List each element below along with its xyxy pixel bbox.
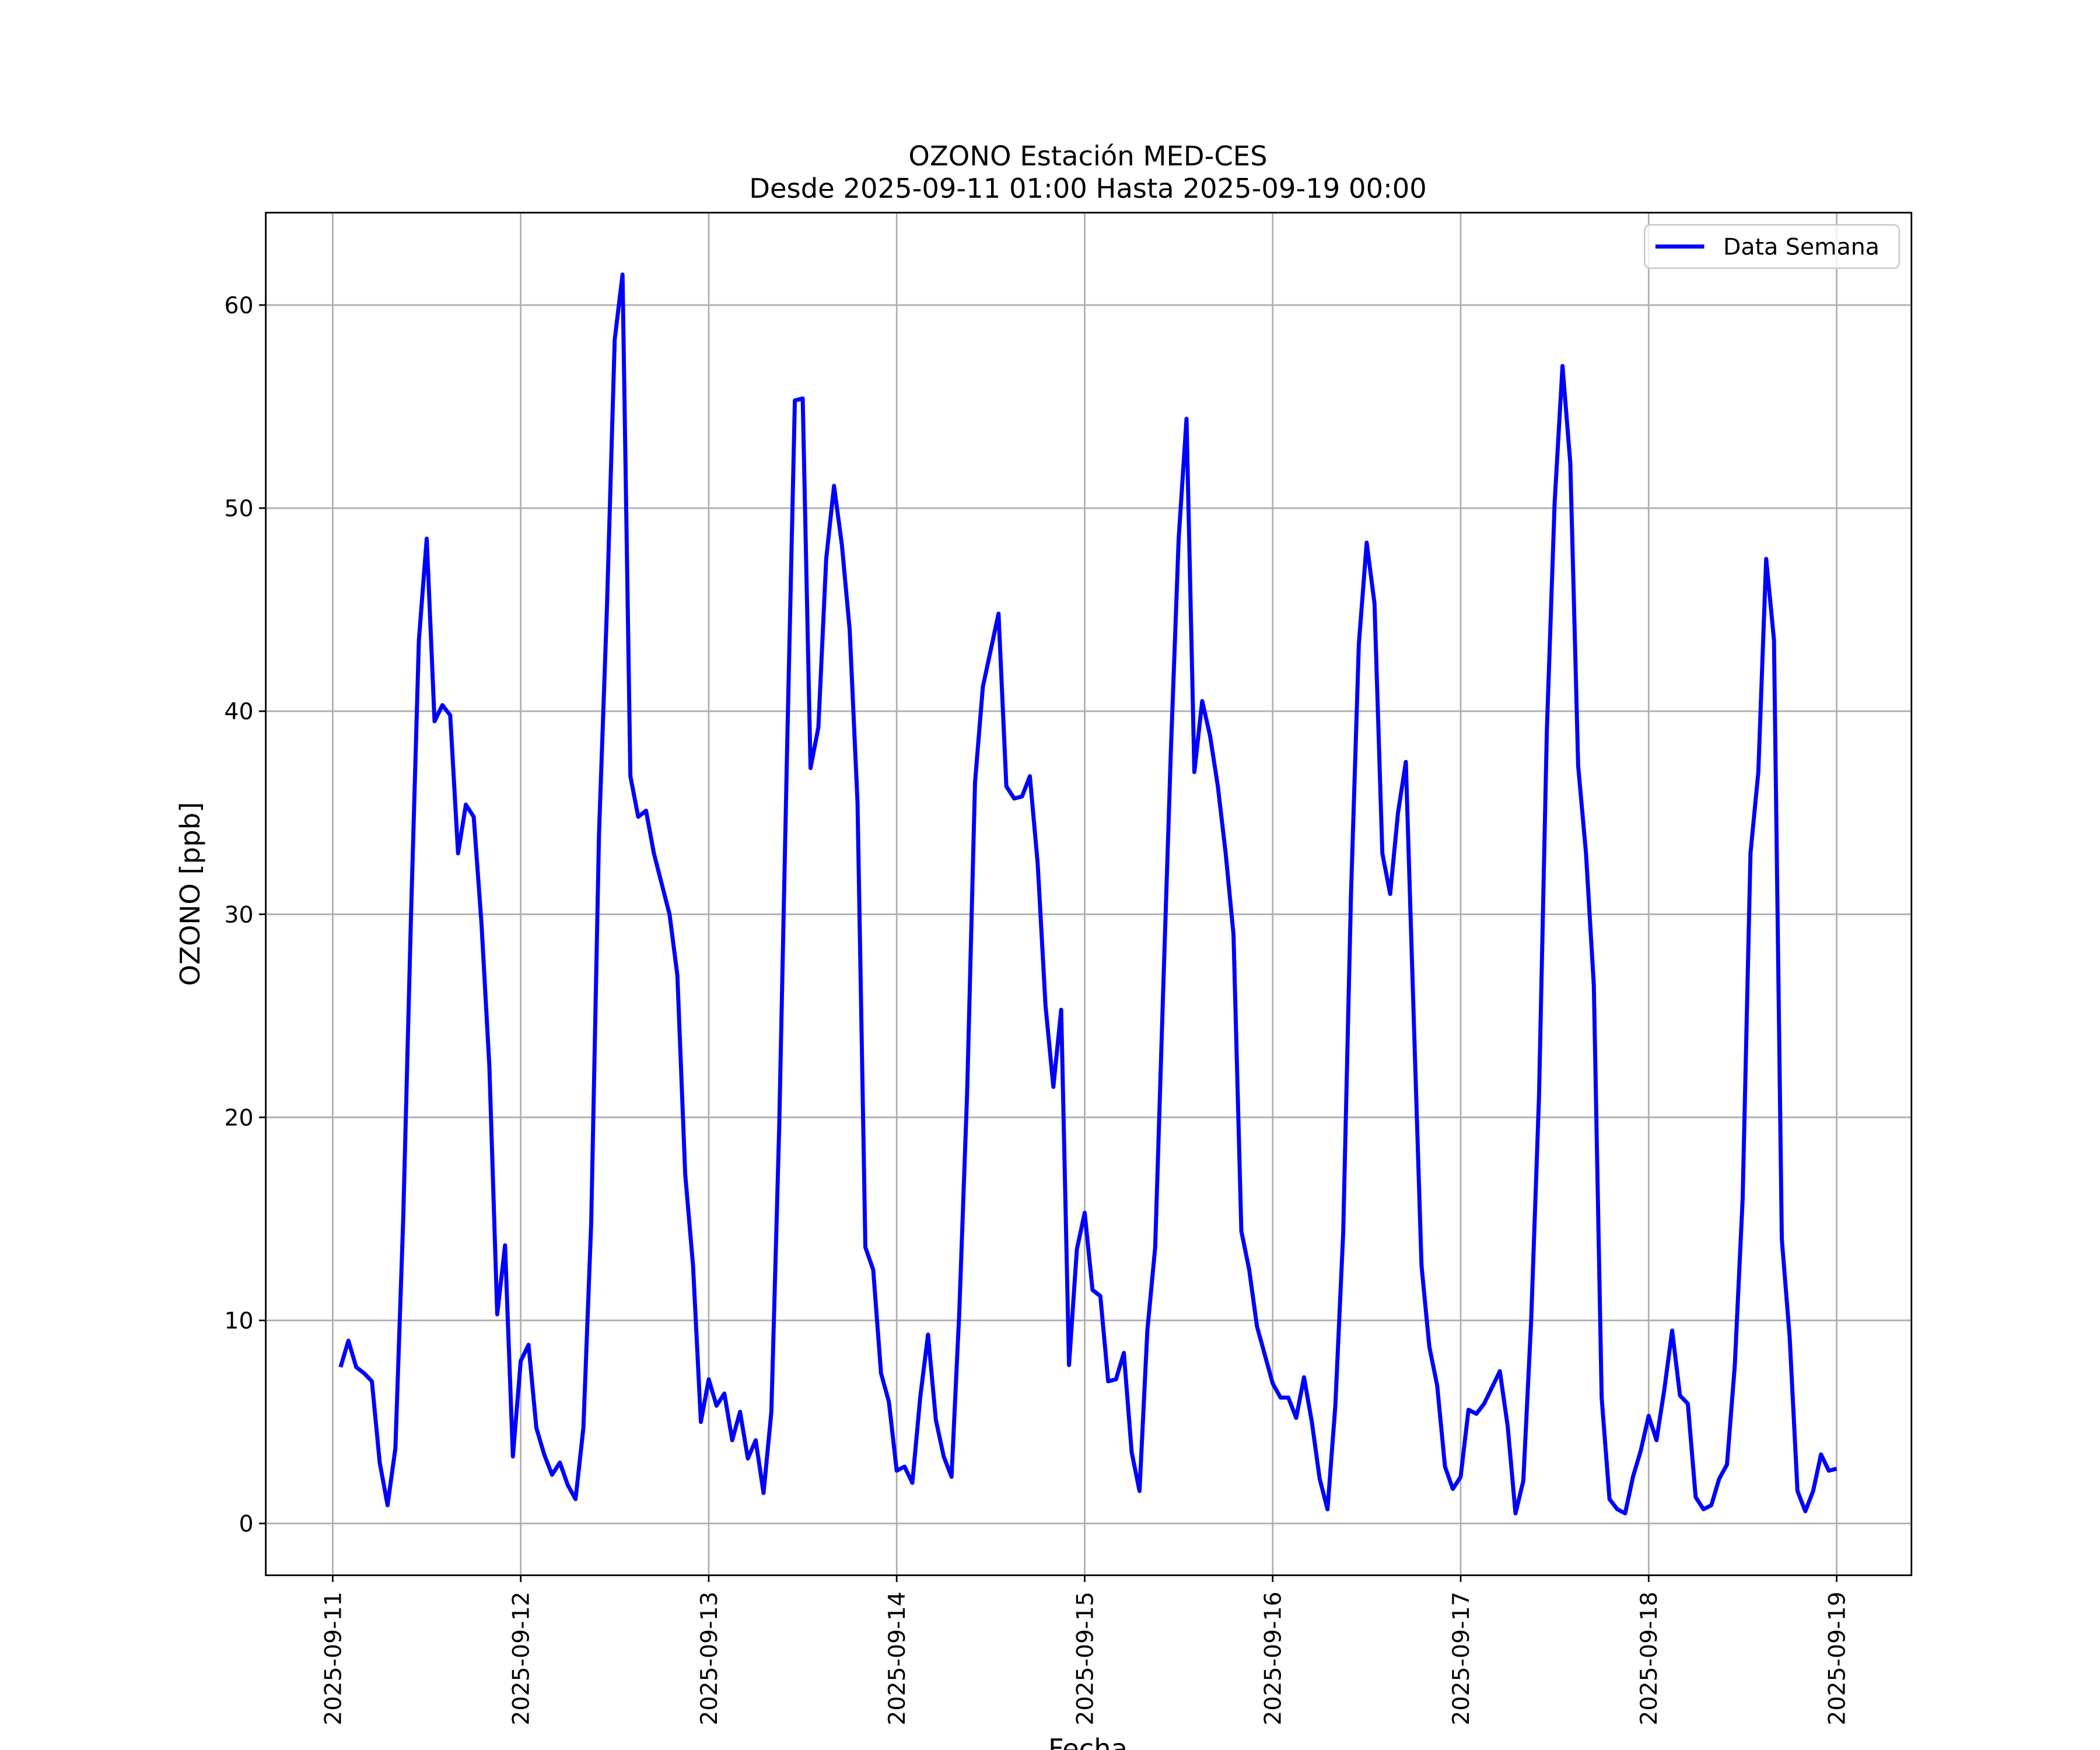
chart-subtitle: Desde 2025-09-11 01:00 Hasta 2025-09-19 … (749, 173, 1427, 204)
x-tick-label: 2025-09-14 (884, 1591, 911, 1725)
plot-frame (265, 212, 1913, 1576)
x-tick-label: 2025-09-15 (1072, 1591, 1098, 1725)
x-tick-label: 2025-09-12 (508, 1591, 535, 1725)
legend-box (1643, 224, 1901, 270)
x-axis-label: Fecha (1048, 1733, 1128, 1750)
y-axis-label: OZONO [ppb] (174, 802, 206, 986)
y-tick-label: 20 (224, 1104, 253, 1131)
y-tick-label: 0 (239, 1511, 254, 1538)
x-tick-label: 2025-09-16 (1260, 1591, 1287, 1725)
x-tick-label: 2025-09-17 (1448, 1591, 1475, 1725)
y-tick-label: 30 (224, 901, 253, 928)
x-tick-label: 2025-09-19 (1824, 1591, 1850, 1725)
y-tick-label: 40 (224, 698, 253, 725)
y-tick-label: 10 (224, 1308, 253, 1335)
x-tick-label: 2025-09-18 (1636, 1591, 1662, 1725)
y-tick-label: 60 (224, 292, 253, 319)
x-tick-label: 2025-09-11 (320, 1591, 346, 1725)
y-tick-label: 50 (224, 495, 253, 522)
data-line (338, 272, 1838, 1516)
x-tick-label: 2025-09-13 (696, 1591, 723, 1725)
chart-title: OZONO Estación MED-CES (908, 140, 1267, 172)
legend-label: Data Semana (1723, 234, 1880, 261)
